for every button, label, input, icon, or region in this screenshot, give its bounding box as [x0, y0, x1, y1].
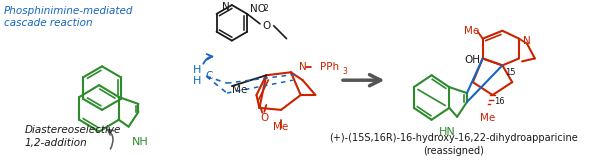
Text: O: O — [263, 21, 271, 31]
Text: 15: 15 — [505, 68, 516, 77]
Text: H: H — [193, 76, 202, 86]
Text: 2: 2 — [264, 4, 268, 13]
Text: OH: OH — [465, 55, 481, 65]
Text: Me: Me — [480, 113, 495, 123]
Text: 3: 3 — [342, 67, 347, 76]
Text: N: N — [523, 36, 531, 46]
Text: Me: Me — [273, 122, 289, 132]
Text: Me: Me — [232, 85, 248, 95]
Text: N: N — [222, 2, 230, 12]
Text: Me: Me — [464, 26, 479, 36]
Text: H: H — [193, 65, 202, 75]
Text: (+)-(15S,16R)-16-hydroxy-16,22-dihydroapparicine
(reassigned): (+)-(15S,16R)-16-hydroxy-16,22-dihydroap… — [329, 133, 578, 156]
Text: 16: 16 — [495, 97, 505, 106]
Text: NH: NH — [132, 137, 148, 147]
Text: HN: HN — [439, 127, 455, 137]
Text: O: O — [260, 113, 268, 123]
Text: N: N — [299, 62, 306, 72]
Text: NO: NO — [249, 4, 265, 14]
Text: Diastereoselective
1,2-addition: Diastereoselective 1,2-addition — [24, 125, 121, 148]
Text: Phosphinimine-mediated
cascade reaction: Phosphinimine-mediated cascade reaction — [4, 6, 133, 28]
Text: PPh: PPh — [320, 62, 340, 72]
Text: C: C — [206, 71, 213, 81]
